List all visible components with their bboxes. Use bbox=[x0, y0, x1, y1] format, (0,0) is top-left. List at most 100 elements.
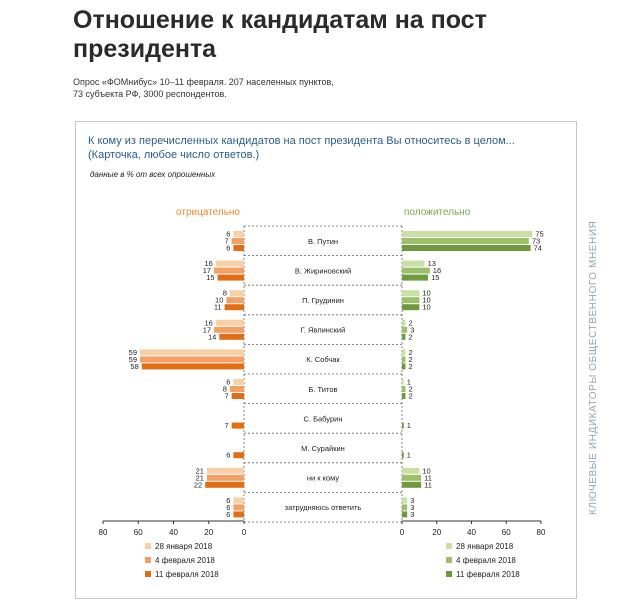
positive-bar bbox=[402, 379, 404, 385]
positive-bar bbox=[402, 349, 406, 356]
positive-bar bbox=[402, 481, 422, 488]
negative-bar bbox=[141, 363, 244, 370]
page-title: Отношение к кандидатам на пост президент… bbox=[73, 6, 487, 63]
positive-value-label: 74 bbox=[534, 244, 542, 253]
negative-value-label: 6 bbox=[226, 510, 230, 519]
negative-legend-swatch bbox=[145, 571, 151, 577]
negative-value-label: 10 bbox=[215, 296, 223, 305]
positive-value-label: 3 bbox=[410, 503, 414, 512]
negative-bar bbox=[233, 379, 244, 385]
negative-bar bbox=[233, 497, 244, 504]
positive-value-label: 10 bbox=[422, 296, 430, 305]
negative-bar bbox=[206, 467, 244, 474]
negative-value-label: 6 bbox=[226, 244, 230, 253]
negative-legend-label: 28 января 2018 bbox=[155, 542, 213, 551]
positive-legend-swatch bbox=[446, 571, 452, 577]
positive-bar bbox=[402, 504, 408, 511]
negative-value-label: 58 bbox=[130, 362, 138, 371]
category-label: М. Сурайкин bbox=[301, 444, 345, 453]
positive-value-label: 2 bbox=[408, 355, 412, 364]
chart-question: К кому из перечисленных кандидатов на по… bbox=[88, 135, 515, 161]
category-label: В. Путин bbox=[308, 237, 338, 246]
category-label: Б. Титов bbox=[308, 385, 337, 394]
positive-bar bbox=[402, 238, 529, 244]
category-label: В. Жириновский bbox=[295, 266, 351, 275]
negative-value-label: 59 bbox=[129, 348, 137, 357]
positive-bar bbox=[402, 274, 429, 281]
positive-value-label: 3 bbox=[410, 496, 414, 505]
positive-legend-label: 11 февраля 2018 bbox=[456, 570, 520, 579]
negative-bar bbox=[231, 422, 244, 429]
negative-value-label: 8 bbox=[223, 385, 227, 394]
negative-bar bbox=[219, 333, 244, 340]
positive-value-label: 1 bbox=[407, 421, 411, 430]
positive-value-label: 11 bbox=[424, 480, 432, 489]
positive-value-label: 75 bbox=[535, 230, 543, 239]
positive-panel-label: положительно bbox=[404, 207, 471, 218]
positive-value-label: 2 bbox=[408, 362, 412, 371]
positive-bar bbox=[402, 304, 420, 311]
survey-info-line-2: 73 субъекта РФ, 3000 респондентов. bbox=[73, 89, 227, 99]
positive-value-label: 2 bbox=[408, 318, 412, 327]
category-label: П. Грудинин bbox=[302, 296, 344, 305]
negative-value-label: 59 bbox=[129, 355, 137, 364]
negative-bar bbox=[231, 393, 244, 399]
positive-bar bbox=[402, 231, 533, 237]
positive-legend-label: 4 февраля 2018 bbox=[456, 556, 516, 565]
positive-bar bbox=[402, 393, 406, 399]
positive-bar bbox=[402, 326, 408, 333]
negative-legend-swatch bbox=[145, 543, 151, 549]
positive-bar bbox=[402, 290, 420, 297]
positive-value-label: 10 bbox=[422, 289, 430, 298]
positive-bar bbox=[402, 422, 404, 429]
negative-bar bbox=[233, 452, 244, 459]
category-label: К. Собчак bbox=[306, 355, 340, 364]
negative-bar bbox=[140, 356, 244, 363]
positive-value-label: 15 bbox=[431, 273, 439, 282]
negative-bar bbox=[214, 267, 244, 274]
positive-bar bbox=[402, 386, 406, 392]
category-label: ни к кому bbox=[307, 474, 340, 483]
negative-axis-tick-label: 0 bbox=[242, 528, 247, 537]
negative-axis-tick-label: 60 bbox=[134, 528, 143, 537]
negative-legend-label: 11 февраля 2018 bbox=[155, 570, 219, 579]
negative-axis-tick-label: 20 bbox=[204, 528, 213, 537]
positive-bar bbox=[402, 467, 420, 474]
negative-value-label: 6 bbox=[226, 496, 230, 505]
negative-legend-label: 4 февраля 2018 bbox=[155, 556, 215, 565]
negative-legend-swatch bbox=[145, 557, 151, 563]
negative-value-label: 21 bbox=[196, 466, 204, 475]
positive-value-label: 2 bbox=[408, 392, 412, 401]
survey-info: Опрос «ФОМнибус» 10–11 февраля. 207 насе… bbox=[73, 76, 403, 100]
positive-axis-tick-label: 0 bbox=[400, 528, 405, 537]
negative-axis-tick-label: 80 bbox=[99, 528, 108, 537]
positive-bar bbox=[402, 319, 406, 326]
positive-bar bbox=[402, 245, 531, 251]
positive-bar bbox=[402, 267, 430, 274]
positive-value-label: 2 bbox=[408, 385, 412, 394]
positive-bar bbox=[402, 452, 404, 459]
negative-bar bbox=[140, 349, 244, 356]
negative-value-label: 14 bbox=[208, 332, 216, 341]
category-label: затрудняюсь ответить bbox=[285, 503, 362, 512]
negative-value-label: 7 bbox=[224, 392, 228, 401]
negative-value-label: 15 bbox=[206, 273, 214, 282]
unit-note: данные в % от всех опрошенных bbox=[90, 170, 216, 179]
negative-value-label: 6 bbox=[226, 503, 230, 512]
negative-bar bbox=[231, 238, 244, 244]
negative-bar bbox=[217, 274, 244, 281]
positive-value-label: 10 bbox=[422, 303, 430, 312]
positive-axis-tick-label: 60 bbox=[502, 528, 511, 537]
negative-bar bbox=[215, 260, 244, 267]
positive-value-label: 11 bbox=[424, 473, 432, 482]
negative-value-label: 6 bbox=[226, 230, 230, 239]
positive-axis-tick-label: 80 bbox=[537, 528, 546, 537]
positive-bar bbox=[402, 511, 408, 518]
positive-value-label: 13 bbox=[428, 259, 436, 268]
negative-value-label: 17 bbox=[203, 266, 211, 275]
negative-value-label: 16 bbox=[204, 259, 212, 268]
negative-axis-tick-label: 40 bbox=[169, 528, 178, 537]
positive-value-label: 16 bbox=[433, 266, 441, 275]
negative-value-label: 6 bbox=[226, 378, 230, 387]
